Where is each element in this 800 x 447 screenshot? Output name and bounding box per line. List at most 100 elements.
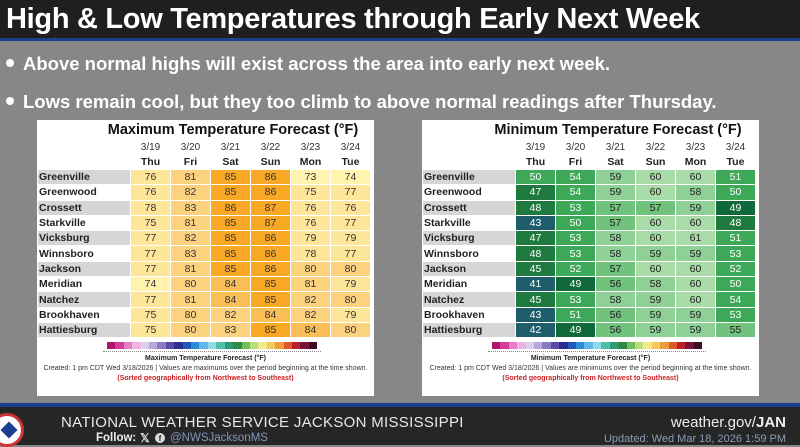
- temp-cell: 54: [556, 185, 595, 200]
- table-row: Starkville 43 50 57 60 60 48: [423, 215, 755, 231]
- city-name: Natchez: [38, 292, 130, 307]
- temp-cell: 58: [596, 246, 635, 261]
- day-header: Sat: [607, 156, 624, 168]
- bullet-icon: [6, 59, 14, 68]
- colorbar-swatch: [693, 342, 703, 349]
- temp-cell: 53: [556, 292, 595, 307]
- day-header: Mon: [684, 156, 707, 168]
- colorbar-swatch: [249, 342, 259, 349]
- temp-cell: 51: [716, 170, 755, 185]
- temp-cell: 85: [211, 185, 250, 200]
- temp-cell: 79: [331, 307, 370, 322]
- colorbar-swatch: [576, 342, 585, 349]
- colorbar-swatch: [157, 342, 166, 349]
- date-header: 3/23: [685, 141, 706, 153]
- day-header: Tue: [341, 156, 360, 168]
- temp-cell: 57: [596, 261, 635, 277]
- min-sorted-note: (Sorted geographically from Northwest to…: [502, 375, 679, 382]
- temp-cell: 59: [676, 307, 715, 322]
- temp-cell: 51: [556, 307, 595, 322]
- temp-cell: 84: [291, 322, 330, 338]
- temp-cell: 59: [636, 292, 675, 307]
- temp-cell: 73: [291, 170, 330, 185]
- temp-cell: 43: [516, 215, 555, 231]
- date-header: 3/20: [565, 141, 586, 153]
- temp-cell: 57: [596, 200, 635, 215]
- city-name: Winnsboro: [424, 247, 479, 260]
- temp-cell: 74: [331, 170, 370, 185]
- temp-cell: 49: [556, 322, 595, 338]
- day-header: Sat: [222, 156, 239, 168]
- colorbar-swatch: [266, 342, 276, 349]
- table-row: Vicksburg 77 82 85 86 79 79: [38, 231, 370, 246]
- bullet-text: Above normal highs will exist across the…: [23, 53, 611, 74]
- day-header: Sun: [645, 156, 666, 168]
- temp-cell: 84: [211, 277, 250, 292]
- temp-cell: 80: [171, 322, 210, 338]
- bullet-lows: Lows remain cool, but they too climb to …: [6, 91, 717, 113]
- temp-cell: 81: [171, 292, 210, 307]
- temp-cell: 80: [171, 307, 210, 322]
- office-name: NATIONAL WEATHER SERVICE JACKSON MISSISS…: [61, 414, 464, 431]
- temp-cell: 76: [131, 170, 170, 185]
- temp-cell: 50: [556, 215, 595, 231]
- city-name: Jackson: [38, 261, 130, 277]
- day-row: Thu Fri Sat Sun Mon Tue: [38, 155, 370, 169]
- table-row: Hattiesburg 42 49 56 59 59 55: [423, 322, 755, 338]
- temp-cell: 87: [251, 200, 290, 215]
- temp-cell: 45: [516, 261, 555, 277]
- colorbar-swatch: [182, 342, 192, 349]
- temp-cell: 78: [131, 200, 170, 215]
- city-name: Hattiesburg: [38, 322, 130, 338]
- colorbar-swatch: [241, 342, 250, 349]
- table-row: Meridian 41 49 56 58 60 50: [423, 277, 755, 292]
- table-row: Winnsboro 48 53 58 59 59 53: [423, 246, 755, 261]
- temp-cell: 53: [556, 246, 595, 261]
- temp-cell: 85: [211, 231, 250, 246]
- colorbar-swatch: [525, 342, 535, 349]
- city-name: Jackson: [423, 261, 515, 277]
- x-icon[interactable]: 𝕏: [140, 431, 150, 445]
- city-name: Greenville: [423, 170, 515, 185]
- follow-label: Follow:: [96, 432, 137, 444]
- colorbar-swatch: [508, 342, 518, 349]
- max-temp-panel: Maximum Temperature Forecast (°F) 3/19 3/…: [37, 120, 374, 396]
- bullet-text: Lows remain cool, but they too climb to …: [23, 91, 717, 112]
- website-link[interactable]: weather.gov/JAN: [671, 414, 786, 431]
- temp-cell: 52: [716, 261, 755, 277]
- colorbar-swatch: [618, 342, 627, 349]
- temp-cell: 81: [171, 261, 210, 277]
- colorbar-swatch: [517, 342, 526, 349]
- date-row: 3/19 3/20 3/21 3/22 3/23 3/24: [423, 140, 755, 154]
- temp-cell: 82: [291, 292, 330, 307]
- colorbar-swatch: [224, 342, 234, 349]
- social-handle[interactable]: @NWSJacksonMS: [170, 432, 268, 444]
- temp-cell: 81: [171, 170, 210, 185]
- temp-cell: 85: [211, 261, 250, 277]
- footer-bar: NATIONAL WEATHER SERVICE JACKSON MISSISS…: [0, 403, 800, 447]
- temp-cell: 53: [556, 231, 595, 246]
- temp-cell: 60: [676, 292, 715, 307]
- day-header: Thu: [140, 156, 161, 168]
- temp-cell: 58: [596, 292, 635, 307]
- temp-cell: 78: [291, 246, 330, 261]
- colorbar-swatch: [216, 342, 225, 349]
- colorbar-swatch: [550, 342, 560, 349]
- table-row: Jackson 45 52 57 60 60 52: [423, 261, 755, 277]
- temp-cell: 86: [251, 261, 290, 277]
- min-temp-panel: Minimum Temperature Forecast (°F) 3/19 3/…: [422, 120, 759, 396]
- temp-cell: 47: [516, 185, 555, 200]
- colorbar-swatch: [609, 342, 619, 349]
- temp-cell: 83: [171, 246, 210, 261]
- colorbar-ticks: [103, 351, 321, 354]
- colorbar-swatch: [584, 342, 593, 349]
- temp-cell: 84: [211, 292, 250, 307]
- date-header: 3/24: [340, 141, 361, 153]
- facebook-icon[interactable]: f: [155, 433, 165, 443]
- temp-cell: 86: [211, 200, 250, 215]
- temp-cell: 77: [131, 246, 170, 261]
- header-bar: High & Low Temperatures through Early Ne…: [0, 0, 800, 41]
- colorbar-swatch: [651, 342, 661, 349]
- min-colorbar: [492, 342, 703, 349]
- city-name: Hattiesburg: [423, 322, 515, 338]
